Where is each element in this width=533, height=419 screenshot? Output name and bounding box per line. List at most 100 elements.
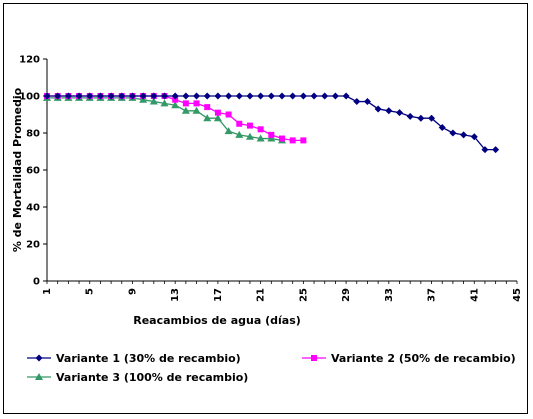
y-tick-label: 120 (19, 55, 40, 66)
legend-item-3: Variante 3 (100% de recambio) (27, 371, 248, 384)
series-1-point (331, 92, 339, 100)
x-axis-ticks: 1 5 9 13 17 21 25 29 33 37 41 45 (42, 281, 523, 302)
x-tick-label: 9 (127, 288, 138, 295)
legend-label: Variante 2 (50% de recambio) (331, 352, 516, 365)
legend-swatch-marker (35, 354, 43, 362)
series-1 (43, 92, 500, 154)
series-3-point (192, 106, 201, 114)
series-2-point (257, 126, 264, 133)
series-1-point (363, 98, 371, 106)
legend-item-1: Variante 1 (30% de recambio) (27, 352, 241, 365)
legend-swatch-marker (311, 355, 317, 361)
series-1-point (353, 98, 361, 106)
y-tick-label: 20 (26, 240, 40, 251)
x-tick-label: 33 (384, 288, 395, 302)
series-3-point (213, 114, 222, 122)
series-1-point (128, 92, 136, 100)
series-1-point (214, 92, 222, 100)
series-3 (43, 93, 286, 144)
chart-frame (3, 3, 528, 414)
series-1-point (417, 114, 425, 122)
series-3-point (235, 130, 244, 138)
series-1-point (481, 146, 489, 154)
series-1-point (246, 92, 254, 100)
series-3-point (245, 132, 254, 140)
series-3-point (267, 134, 276, 142)
x-tick-label: 41 (469, 288, 480, 302)
series-3-point (256, 134, 265, 142)
series-1-point (86, 92, 94, 100)
series-2-point (289, 137, 296, 144)
series-1-point (460, 131, 468, 139)
series-1-point (310, 92, 318, 100)
series-1-point (299, 92, 307, 100)
x-axis-title: Reacambios de agua (días) (133, 314, 301, 327)
y-tick-label: 40 (26, 203, 40, 214)
series-1-point (449, 129, 457, 137)
chart-series (43, 92, 500, 154)
y-tick-label: 0 (33, 277, 40, 288)
series-1-point (321, 92, 329, 100)
series-1-point (470, 133, 478, 141)
series-3-point (181, 106, 190, 114)
series-2-point (172, 96, 179, 103)
series-1-point (385, 107, 393, 115)
series-1-point (396, 109, 403, 117)
series-1-point (54, 92, 62, 100)
y-axis-title: % de Mortalidad Promedio (11, 87, 24, 252)
x-tick-label: 13 (170, 288, 181, 302)
series-1-point (342, 92, 350, 100)
series-1-point (278, 92, 286, 100)
legend-label: Variante 1 (30% de recambio) (56, 352, 241, 365)
series-2-point (268, 131, 275, 138)
legend-item-2: Variante 2 (50% de recambio) (302, 352, 516, 365)
series-2-point (225, 111, 232, 118)
series-3-point (160, 99, 169, 107)
series-1-point (107, 92, 115, 100)
series-2-point (236, 120, 243, 127)
y-tick-label: 100 (19, 92, 40, 103)
x-tick-label: 37 (427, 288, 438, 302)
series-2-point (182, 100, 189, 107)
series-1-point (139, 92, 147, 100)
series-1-point (267, 92, 275, 100)
series-1-point (225, 92, 233, 100)
series-1-point (235, 92, 243, 100)
series-1-point (203, 92, 211, 100)
legend-swatch-marker (35, 373, 43, 380)
series-2-point (300, 137, 307, 144)
series-2-point (204, 104, 211, 111)
series-2 (44, 93, 307, 144)
series-3-point (203, 114, 212, 122)
chart-legend: Variante 1 (30% de recambio) Variante 2 (… (27, 352, 516, 384)
x-tick-label: 5 (85, 288, 96, 295)
series-1-point (289, 92, 297, 100)
series-2-point (279, 135, 285, 142)
x-tick-label: 29 (341, 288, 352, 302)
series-1-line (47, 95, 496, 151)
series-1-point (193, 92, 201, 100)
series-1-point (438, 123, 446, 131)
series-1-point (406, 112, 414, 120)
series-3-point (149, 97, 158, 105)
series-3-point (171, 101, 180, 109)
x-tick-label: 17 (213, 288, 224, 302)
series-1-point (182, 92, 190, 100)
series-1-point (428, 114, 436, 122)
chart-axes (46, 59, 517, 282)
x-tick-label: 45 (512, 288, 523, 302)
x-tick-label: 25 (298, 288, 309, 302)
series-1-point (96, 92, 104, 100)
legend-label: Variante 3 (100% de recambio) (56, 371, 248, 384)
series-3-point (224, 127, 233, 135)
series-1-point (75, 92, 83, 100)
y-tick-label: 80 (26, 129, 40, 140)
series-1-point (492, 146, 500, 154)
series-1-point (150, 92, 158, 100)
y-tick-label: 60 (26, 166, 40, 177)
series-1-point (118, 92, 126, 100)
x-tick-label: 21 (256, 288, 267, 302)
x-tick-label: 1 (42, 288, 53, 295)
series-1-point (171, 92, 179, 100)
